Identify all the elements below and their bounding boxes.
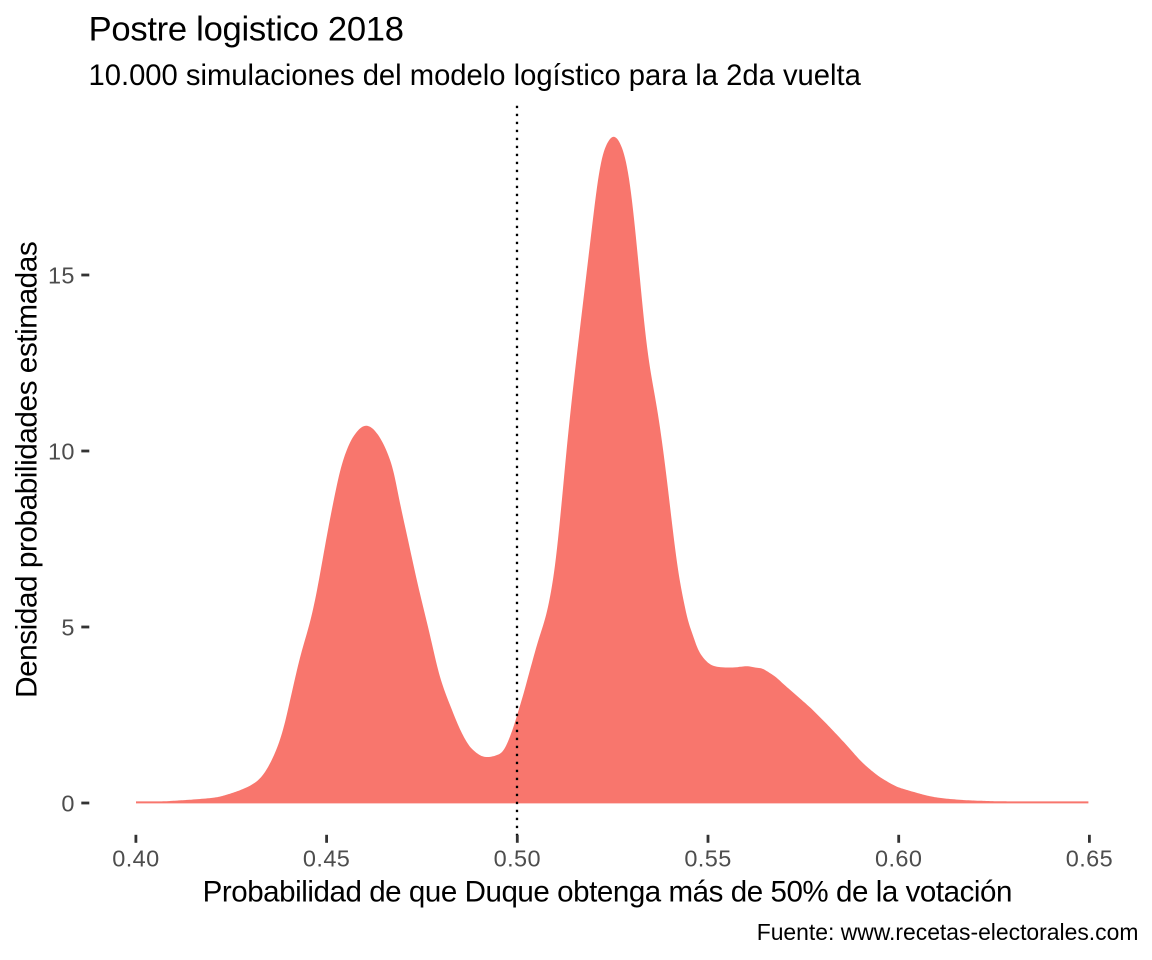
- svg-text:Probabilidad de que Duque obte: Probabilidad de que Duque obtenga más de…: [203, 876, 1012, 909]
- svg-text:Postre logistico 2018: Postre logistico 2018: [89, 10, 404, 48]
- svg-text:0.45: 0.45: [303, 846, 350, 872]
- svg-text:0.60: 0.60: [875, 846, 922, 872]
- svg-text:Fuente: www.recetas-electorale: Fuente: www.recetas-electorales.com: [757, 919, 1139, 945]
- svg-text:5: 5: [61, 614, 74, 640]
- svg-text:15: 15: [48, 262, 75, 288]
- svg-text:0.55: 0.55: [684, 846, 731, 872]
- svg-text:0: 0: [61, 790, 74, 816]
- svg-text:0.65: 0.65: [1066, 846, 1113, 872]
- svg-text:Densidad probabilidades estima: Densidad probabilidades estimadas: [11, 242, 44, 698]
- svg-text:0.40: 0.40: [112, 846, 159, 872]
- svg-text:10: 10: [48, 438, 75, 464]
- svg-text:10.000 simulaciones del modelo: 10.000 simulaciones del modelo logístico…: [89, 60, 862, 92]
- svg-text:0.50: 0.50: [494, 846, 541, 872]
